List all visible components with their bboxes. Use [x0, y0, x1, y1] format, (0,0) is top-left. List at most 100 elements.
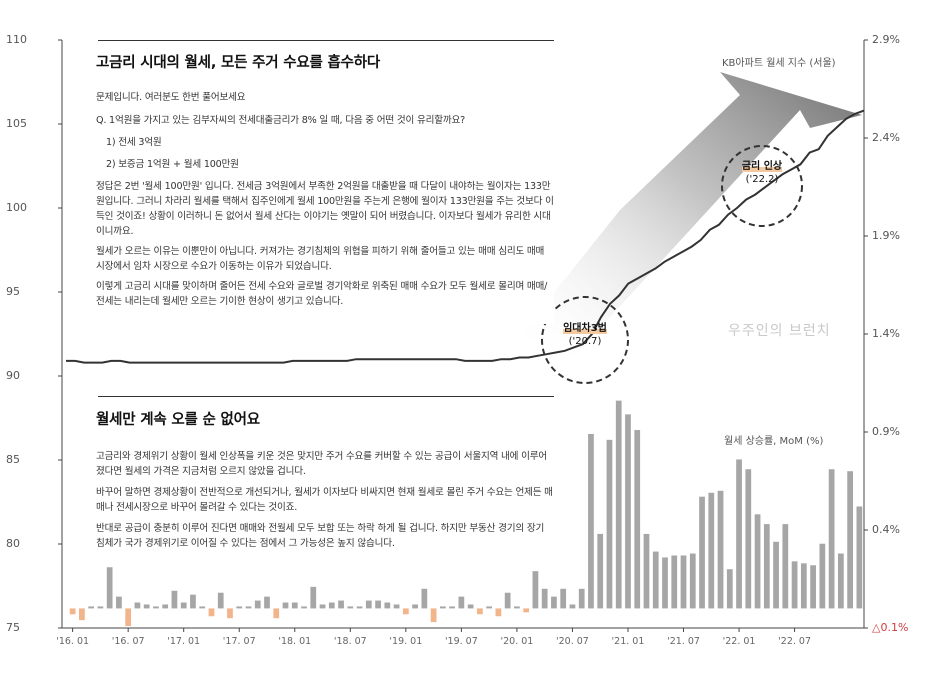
- mom-bar: [153, 606, 159, 609]
- mom-bar: [662, 557, 668, 609]
- bottom-para-3: 반대로 공급이 충분히 이루어 진다면 매매와 전월세 모두 보합 또는 하락 …: [96, 523, 545, 549]
- x-axis-ticks: [72, 628, 796, 632]
- callout-circle-2022: [721, 145, 803, 227]
- mom-bar: [449, 606, 455, 609]
- mom-bar: [504, 592, 511, 609]
- left-tick-label: 90: [6, 369, 20, 382]
- left-tick-label: 110: [6, 33, 27, 46]
- x-tick-label: '22. 01: [722, 636, 756, 647]
- callout-rate-hike: 금리 인상 ('22.2): [722, 160, 802, 186]
- mom-bar: [634, 430, 641, 609]
- mom-bar: [726, 569, 733, 609]
- top-para-1: 정답은 2번 '월세 100만원' 입니다. 전세금 3억원에서 부족한 2억원…: [96, 181, 554, 237]
- top-text-panel: 고금리 시대의 월세, 모든 주거 수요를 흡수하다 문제입니다. 여러분도 한…: [96, 46, 554, 324]
- callout-lease-law-date: ('20.7): [568, 336, 602, 347]
- mom-bar: [180, 602, 187, 609]
- right-tick-label: 1.4%: [872, 327, 900, 340]
- right-tick-label: 0.4%: [872, 523, 900, 536]
- mom-bar: [652, 551, 659, 609]
- bottom-title-rule: [98, 396, 554, 397]
- mom-bar: [273, 608, 280, 619]
- left-tick-label: 80: [6, 537, 20, 550]
- mom-bar: [588, 433, 594, 609]
- mom-bar: [819, 543, 826, 609]
- mom-bar: [69, 608, 76, 615]
- mom-bar: [338, 600, 344, 609]
- mom-bar: [514, 606, 520, 609]
- mom-bar: [217, 592, 224, 609]
- x-tick-label: '18. 01: [278, 636, 312, 647]
- mom-bar: [477, 608, 483, 615]
- mom-bar: [282, 602, 289, 609]
- mom-bar: [162, 604, 169, 609]
- callout-circle-2020: [541, 296, 629, 384]
- mom-bar: [606, 439, 613, 609]
- mom-bar: [717, 490, 724, 609]
- watermark-text: 우주인의 브런치: [728, 323, 831, 339]
- mom-bar: [97, 606, 104, 609]
- kb-rent-index-line: [66, 109, 865, 364]
- mom-bar: [828, 469, 835, 609]
- mom-bar: [810, 565, 816, 609]
- mom-bar: [856, 506, 863, 609]
- x-tick-label: '16. 01: [56, 636, 90, 647]
- mom-bar: [412, 604, 418, 609]
- mom-bar: [125, 608, 132, 627]
- top-q-intro: 문제입니다. 여러분도 한번 풀어보세요: [96, 92, 246, 103]
- mom-bar: [375, 600, 381, 609]
- mom-bar: [208, 608, 215, 617]
- mom-bar: [310, 586, 317, 609]
- mom-bar: [773, 541, 779, 609]
- bottom-para-1: 고금리와 경제위기 상황이 월세 인상폭을 키운 것은 맞지만 주거 수요를 커…: [96, 451, 548, 477]
- callout-lease-law: 임대차3법 ('20.7): [545, 322, 625, 348]
- mom-bar: [393, 604, 400, 609]
- left-tick-label: 75: [6, 621, 20, 634]
- mom-bar: [365, 600, 372, 609]
- mom-bar: [763, 524, 770, 609]
- mom-bar: [245, 606, 252, 609]
- mom-bar: [754, 514, 761, 609]
- bottom-title: 월세만 계속 오를 순 없어요: [96, 412, 260, 428]
- mom-bar: [680, 555, 687, 609]
- right-tick-label: △0.1%: [872, 621, 909, 634]
- bottom-para-2: 바꾸어 말하면 경제상황이 전반적으로 개선되거나, 월세가 이자보다 비싸지면…: [96, 487, 553, 513]
- x-tick-label: '21. 01: [611, 636, 645, 647]
- top-option-2: 2) 보증금 1억원 + 월세 100만원: [106, 159, 239, 170]
- mom-bar: [88, 606, 95, 609]
- x-tick-label: '18. 07: [333, 636, 367, 647]
- top-option-1: 1) 전세 3억원: [106, 137, 162, 148]
- x-tick-label: '20. 07: [556, 636, 589, 647]
- mom-bar: [837, 553, 844, 609]
- mom-bar: [782, 524, 789, 609]
- mom-bar: [301, 606, 307, 609]
- right-tick-label: 1.9%: [872, 229, 900, 242]
- right-tick-label: 0.9%: [872, 425, 900, 438]
- x-tick-label: '21. 07: [667, 636, 700, 647]
- mom-bar: [439, 606, 446, 609]
- trend-arrow: [520, 72, 862, 355]
- top-para-2: 월세가 오르는 이유는 이뿐만이 아닙니다. 커져가는 경기침체의 위협을 피하…: [96, 246, 545, 272]
- mom-bar: [708, 492, 715, 609]
- mom-bar: [328, 602, 335, 609]
- mom-bar: [264, 596, 270, 609]
- x-tick-label: '17. 07: [222, 636, 256, 647]
- mom-bar: [402, 608, 409, 615]
- top-title-rule: [98, 40, 554, 41]
- x-tick-label: '19. 01: [389, 636, 423, 647]
- mom-bar: [254, 600, 261, 609]
- x-tick-label: '17. 01: [167, 636, 201, 647]
- right-tick-label: 2.9%: [872, 33, 900, 46]
- mom-bar: [227, 608, 233, 619]
- left-tick-label: 95: [6, 285, 20, 298]
- mom-bar: [319, 604, 326, 609]
- mom-bar: [171, 590, 178, 609]
- mom-bar: [597, 533, 604, 609]
- mom-bar: [551, 596, 557, 609]
- mom-bar: [699, 496, 705, 609]
- mom-bar: [495, 608, 502, 617]
- x-tick-label: '19. 07: [444, 636, 478, 647]
- mom-bar: [143, 604, 150, 609]
- mom-bar: [578, 588, 585, 609]
- x-tick-label: '20. 01: [500, 636, 534, 647]
